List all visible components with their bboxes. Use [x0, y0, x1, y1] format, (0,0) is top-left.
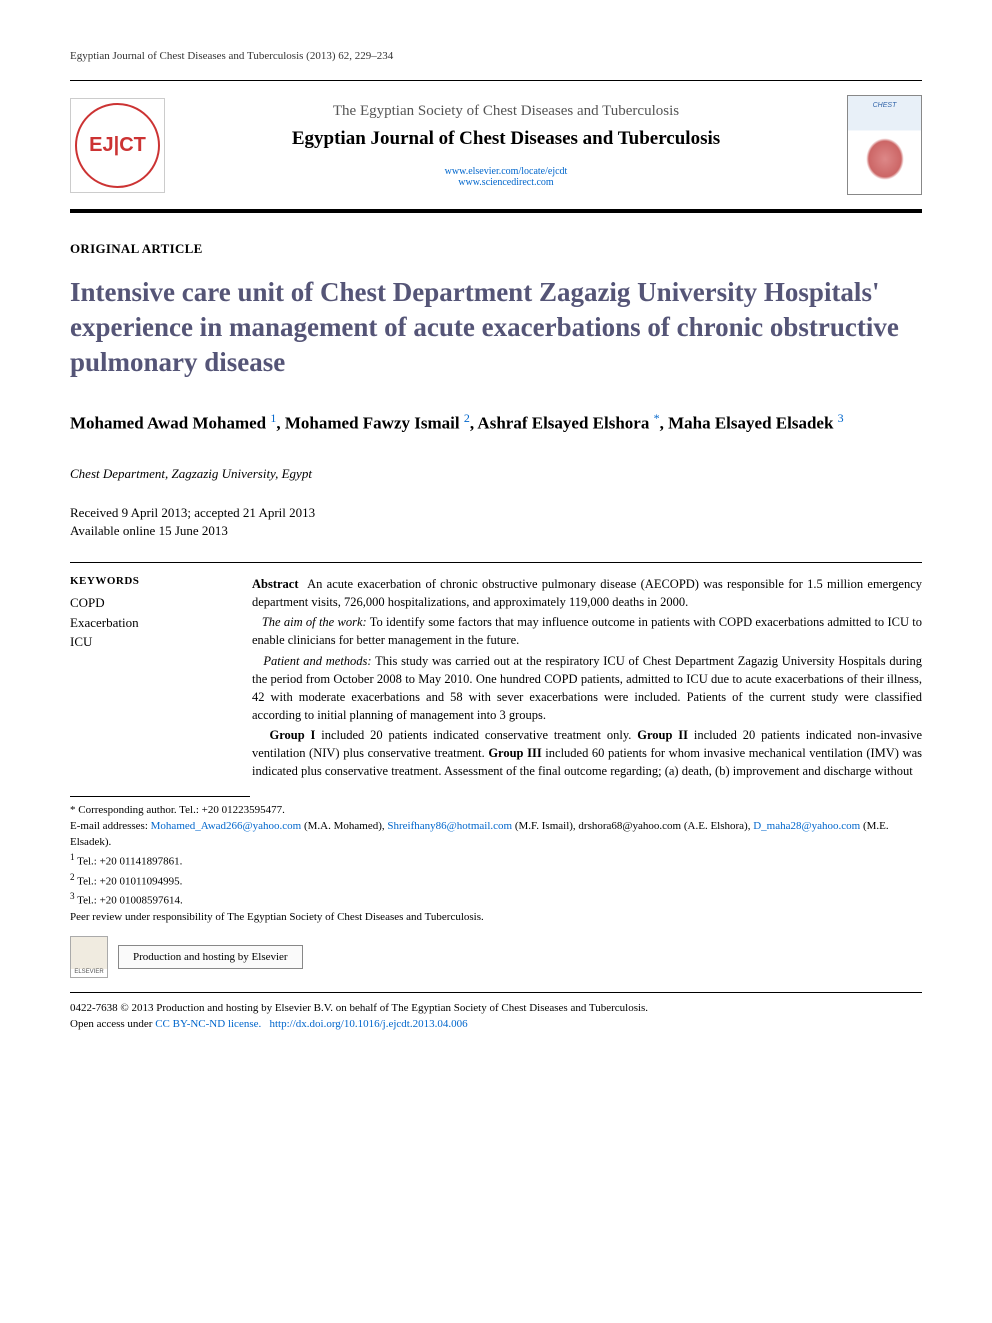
abstract-p1: An acute exacerbation of chronic obstruc… [252, 577, 922, 609]
tel-3-text: Tel.: +20 01008597614. [77, 895, 183, 907]
methods-label: Patient and methods: [263, 654, 371, 668]
running-head: Egyptian Journal of Chest Diseases and T… [70, 50, 922, 62]
logo-circle: EJ|CT [75, 103, 160, 188]
journal-link-1[interactable]: www.elsevier.com/locate/ejcdt [445, 166, 568, 177]
author-4-ref[interactable]: 3 [838, 411, 844, 425]
tel-2-text: Tel.: +20 01011094995. [77, 876, 182, 888]
cover-caption: CHEST [852, 102, 917, 109]
keyword-1: COPD [70, 593, 230, 613]
keyword-2: Exacerbation [70, 613, 230, 633]
article-dates: Received 9 April 2013; accepted 21 April… [70, 504, 922, 540]
author-1: Mohamed Awad Mohamed [70, 414, 266, 433]
keyword-3: ICU [70, 632, 230, 652]
group3-label: Group III [488, 746, 541, 760]
open-access-prefix: Open access under [70, 1018, 155, 1030]
open-access-line: Open access under CC BY-NC-ND license. h… [70, 1017, 922, 1033]
email-1[interactable]: Mohamed_Awad266@yahoo.com [151, 820, 302, 832]
journal-link-2[interactable]: www.sciencedirect.com [458, 177, 553, 188]
group1-text: included 20 patients indicated conservat… [315, 728, 637, 742]
author-2: Mohamed Fawzy Ismail [285, 414, 460, 433]
abstract-section: KEYWORDS COPD Exacerbation ICU Abstract … [70, 562, 922, 782]
group2-label: Group II [637, 728, 688, 742]
author-list: Mohamed Awad Mohamed 1, Mohamed Fawzy Is… [70, 410, 922, 435]
journal-logo: EJ|CT [70, 98, 165, 193]
author-3-ref[interactable]: * [654, 411, 660, 425]
email-2[interactable]: Shreifhany86@hotmail.com [387, 820, 512, 832]
keywords-heading: KEYWORDS [70, 575, 230, 587]
corresponding-author: * Corresponding author. Tel.: +20 012235… [70, 803, 922, 819]
masthead: EJ|CT The Egyptian Society of Chest Dise… [70, 80, 922, 213]
elsevier-logo-icon: ELSEVIER [70, 936, 108, 978]
email-addresses: E-mail addresses: Mohamed_Awad266@yahoo.… [70, 819, 922, 851]
received-accepted: Received 9 April 2013; accepted 21 April… [70, 504, 922, 522]
email-1-who: (M.A. Mohamed), [301, 820, 387, 832]
hosting-label: Production and hosting by Elsevier [118, 945, 303, 969]
copyright-section: 0422-7638 © 2013 Production and hosting … [70, 992, 922, 1033]
aim-label: The aim of the work: [262, 615, 367, 629]
email-4[interactable]: D_maha28@yahoo.com [753, 820, 860, 832]
journal-links: www.elsevier.com/locate/ejcdt www.scienc… [183, 166, 829, 188]
keywords-column: KEYWORDS COPD Exacerbation ICU [70, 575, 230, 782]
journal-cover-thumbnail: CHEST [847, 95, 922, 195]
author-4: Maha Elsayed Elsadek [668, 414, 833, 433]
tel-1-text: Tel.: +20 01141897861. [77, 856, 182, 868]
available-online: Available online 15 June 2013 [70, 522, 922, 540]
email-2-who: (M.F. Ismail), [512, 820, 578, 832]
tel-2: 2 Tel.: +20 01011094995. [70, 871, 922, 891]
footnotes: * Corresponding author. Tel.: +20 012235… [70, 803, 922, 926]
article-title: Intensive care unit of Chest Department … [70, 275, 922, 380]
email-3-who: (A.E. Elshora), [681, 820, 753, 832]
author-2-ref[interactable]: 2 [464, 411, 470, 425]
footnote-rule [70, 796, 250, 797]
email-3: drshora68@yahoo.com [578, 820, 681, 832]
keywords-list: COPD Exacerbation ICU [70, 593, 230, 652]
affiliation: Chest Department, Zagzazig University, E… [70, 466, 922, 482]
society-name: The Egyptian Society of Chest Diseases a… [183, 103, 829, 120]
email-label: E-mail addresses: [70, 820, 151, 832]
elsevier-hosting-badge: ELSEVIER Production and hosting by Elsev… [70, 936, 922, 978]
doi-link[interactable]: http://dx.doi.org/10.1016/j.ejcdt.2013.0… [267, 1018, 468, 1030]
copyright-line: 0422-7638 © 2013 Production and hosting … [70, 1001, 922, 1017]
article-type: ORIGINAL ARTICLE [70, 241, 922, 257]
tel-3: 3 Tel.: +20 01008597614. [70, 890, 922, 910]
group1-label: Group I [270, 728, 316, 742]
author-1-ref[interactable]: 1 [270, 411, 276, 425]
masthead-center: The Egyptian Society of Chest Diseases a… [183, 103, 829, 188]
author-3: Ashraf Elsayed Elshora [477, 414, 649, 433]
cover-lung-image [866, 138, 904, 180]
journal-name: Egyptian Journal of Chest Diseases and T… [183, 128, 829, 150]
license-link[interactable]: CC BY-NC-ND license. [155, 1018, 261, 1030]
abstract-text: Abstract An acute exacerbation of chroni… [252, 575, 922, 782]
abstract-label: Abstract [252, 577, 299, 591]
peer-review-note: Peer review under responsibility of The … [70, 910, 922, 926]
tel-1: 1 Tel.: +20 01141897861. [70, 851, 922, 871]
